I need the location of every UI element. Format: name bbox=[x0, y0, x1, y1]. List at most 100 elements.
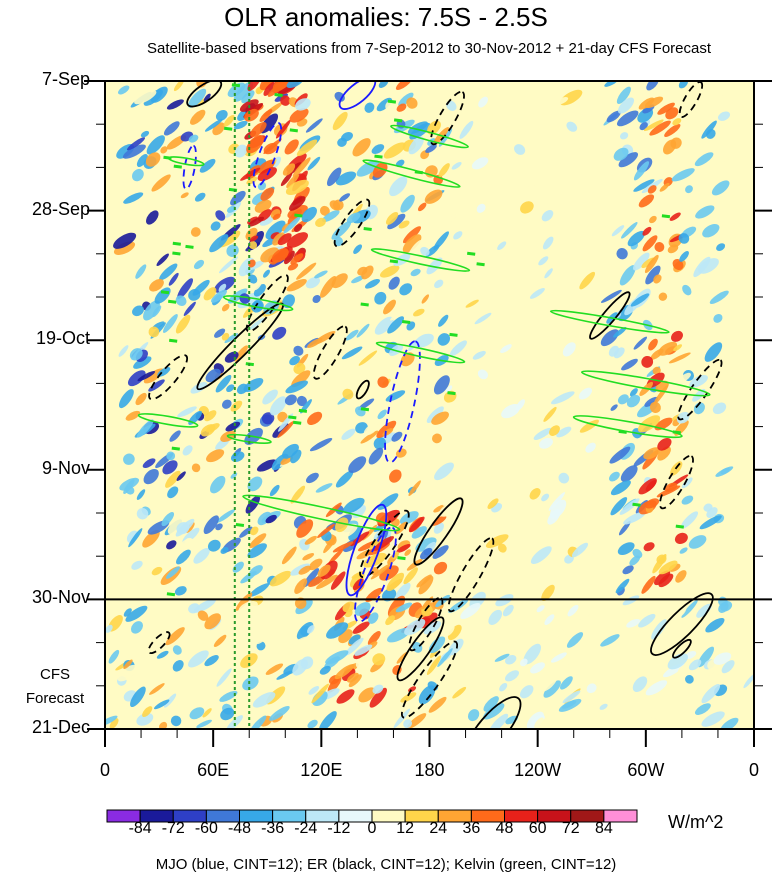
anomaly-cell bbox=[373, 536, 395, 551]
kelvin-dash bbox=[387, 99, 397, 104]
anomaly-cell bbox=[125, 410, 141, 421]
anomaly-cell bbox=[415, 537, 437, 552]
anomaly-cell bbox=[315, 483, 333, 493]
anomaly-cell bbox=[216, 668, 232, 687]
anomaly-cell bbox=[633, 161, 650, 181]
anomaly-cell bbox=[674, 532, 688, 544]
anomaly-cell bbox=[269, 396, 287, 416]
anomaly-cell bbox=[336, 523, 358, 539]
anomaly-cell bbox=[426, 406, 444, 424]
anomaly-cell bbox=[702, 223, 720, 238]
anomaly-cell bbox=[173, 81, 185, 92]
anomaly-cell bbox=[249, 583, 270, 597]
anomaly-cell bbox=[136, 154, 148, 167]
anomaly-cell bbox=[350, 531, 370, 547]
anomaly-cell bbox=[136, 489, 146, 500]
kelvin-contour bbox=[549, 309, 670, 334]
anomaly-cell bbox=[557, 596, 575, 616]
kelvin-dash bbox=[476, 262, 485, 267]
anomaly-cell bbox=[290, 485, 306, 504]
anomaly-cell bbox=[713, 313, 723, 323]
anomaly-cell bbox=[499, 683, 508, 692]
anomaly-cell bbox=[131, 621, 143, 634]
anomaly-cell bbox=[283, 216, 301, 234]
anomaly-cell bbox=[494, 653, 510, 662]
anomaly-cell bbox=[249, 533, 267, 548]
anomaly-cell bbox=[562, 690, 581, 704]
anomaly-cell bbox=[565, 522, 577, 537]
anomaly-cell bbox=[653, 385, 669, 405]
anomaly-cell bbox=[280, 172, 293, 187]
kelvin-dash bbox=[397, 556, 406, 561]
anomaly-cell bbox=[652, 554, 667, 574]
anomaly-cell bbox=[646, 717, 657, 728]
kelvin-dash bbox=[632, 502, 641, 507]
anomaly-cell bbox=[355, 654, 374, 669]
anomaly-cell bbox=[437, 648, 453, 668]
anomaly-cell bbox=[326, 167, 342, 187]
anomaly-cell bbox=[694, 703, 711, 715]
anomaly-cell bbox=[485, 534, 509, 548]
anomaly-cell bbox=[697, 646, 715, 668]
anomaly-cell bbox=[413, 308, 425, 317]
anomaly-cell bbox=[678, 233, 690, 244]
anomaly-cell bbox=[132, 305, 144, 317]
anomaly-cell bbox=[246, 176, 258, 185]
anomaly-cell bbox=[265, 663, 284, 675]
anomaly-cell bbox=[552, 521, 567, 534]
anomaly-cell bbox=[215, 109, 228, 121]
anomaly-cell bbox=[620, 465, 638, 482]
anomaly-cell bbox=[199, 158, 216, 173]
anomaly-cell bbox=[190, 382, 208, 394]
anomaly-cell bbox=[459, 120, 474, 139]
anomaly-cell bbox=[346, 672, 359, 683]
anomaly-cell bbox=[685, 185, 693, 194]
anomaly-cell bbox=[298, 565, 312, 575]
anomaly-cell bbox=[287, 204, 308, 219]
anomaly-cell bbox=[386, 572, 405, 592]
forecast-note-line2: Forecast bbox=[25, 690, 85, 707]
er-contour bbox=[396, 616, 445, 682]
y-tick-label: 7-Sep bbox=[41, 69, 90, 89]
anomaly-cell bbox=[135, 264, 147, 279]
kelvin-dash bbox=[360, 302, 369, 307]
anomaly-cell bbox=[621, 222, 638, 239]
anomaly-cell bbox=[627, 230, 645, 247]
anomaly-cell bbox=[700, 214, 719, 232]
anomaly-cell bbox=[673, 344, 683, 352]
anomaly-cell bbox=[704, 674, 715, 686]
anomaly-cell bbox=[118, 345, 129, 357]
anomaly-cell bbox=[713, 652, 732, 665]
anomaly-cell bbox=[296, 621, 314, 640]
anomaly-cell bbox=[233, 120, 248, 130]
anomaly-cell bbox=[439, 502, 459, 517]
anomaly-cell bbox=[478, 96, 488, 108]
anomaly-cell bbox=[669, 212, 681, 221]
anomaly-cell bbox=[290, 253, 304, 265]
anomaly-cell bbox=[352, 138, 371, 157]
anomaly-cell bbox=[277, 420, 295, 438]
anomaly-cell bbox=[380, 667, 389, 675]
anomaly-cell bbox=[374, 291, 387, 305]
anomaly-cell bbox=[664, 482, 678, 492]
anomaly-cell bbox=[610, 480, 631, 496]
anomaly-cell bbox=[230, 400, 243, 412]
anomaly-cell bbox=[599, 703, 608, 710]
anomaly-cell bbox=[193, 259, 205, 270]
anomaly-cell bbox=[641, 575, 656, 594]
er-contour bbox=[589, 291, 631, 340]
anomaly-cell bbox=[447, 624, 462, 641]
anomaly-cell bbox=[357, 266, 368, 276]
anomaly-cell bbox=[534, 717, 544, 729]
anomaly-cell bbox=[369, 687, 387, 708]
anomaly-cell bbox=[395, 448, 407, 458]
anomaly-cell bbox=[235, 592, 253, 611]
kelvin-dash bbox=[185, 244, 194, 249]
anomaly-cell bbox=[348, 674, 362, 688]
anomaly-cell bbox=[286, 278, 307, 292]
mjo-contour bbox=[384, 340, 421, 464]
anomaly-cell bbox=[259, 216, 274, 226]
anomaly-cell bbox=[129, 712, 138, 721]
anomaly-cell bbox=[651, 619, 667, 640]
kelvin-dash bbox=[166, 592, 176, 597]
